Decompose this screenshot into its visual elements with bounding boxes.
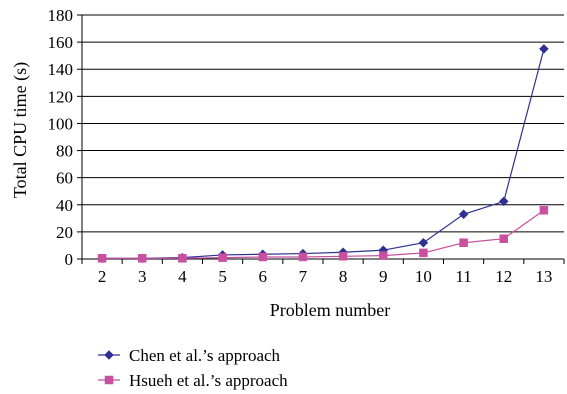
y-tick-label-1: 20 — [56, 223, 73, 242]
x-tick-label-8: 10 — [415, 267, 432, 286]
x-tick-label-6: 8 — [339, 267, 348, 286]
x-tick-label-3: 5 — [218, 267, 227, 286]
series-markers — [97, 44, 549, 264]
data-point-s1-2 — [178, 254, 187, 263]
y-tick-label-3: 60 — [56, 169, 73, 188]
y-tick-label-9: 180 — [48, 6, 74, 25]
y-tick-label-8: 160 — [48, 33, 74, 52]
legend-label-1: Hsueh et al.’s approach — [129, 371, 288, 390]
data-point-s0-9 — [458, 209, 469, 220]
x-tick-label-5: 7 — [299, 267, 308, 286]
gridlines — [82, 14, 564, 233]
data-point-s1-9 — [459, 238, 468, 247]
data-point-s1-6 — [338, 252, 348, 261]
y-tick-label-6: 120 — [48, 87, 74, 106]
x-tick-label-0: 2 — [98, 267, 107, 286]
legend-marker-1 — [104, 375, 114, 385]
legend: Chen et al.’s approach Hsueh et al.’s app… — [98, 346, 288, 390]
y-axis-title: Total CPU time (s) — [10, 62, 31, 198]
data-point-s1-1 — [138, 254, 147, 263]
data-point-s0-10 — [498, 196, 509, 207]
data-point-s1-4 — [258, 252, 267, 262]
data-point-s1-5 — [298, 252, 308, 262]
data-point-s1-7 — [379, 251, 388, 260]
y-tick-labels: 0 20 40 60 80 100 120 140 160 180 — [48, 6, 74, 269]
series-lines — [102, 48, 545, 259]
x-tick-labels: 2 3 4 5 6 7 8 9 10 11 12 13 — [98, 267, 553, 286]
y-tick-label-5: 100 — [48, 114, 74, 133]
y-tick-label-4: 80 — [56, 142, 73, 161]
x-tick-label-2: 4 — [178, 267, 187, 286]
x-axis-title: Problem number — [270, 300, 390, 320]
y-tick-label-0: 0 — [65, 250, 74, 269]
y-tick-label-2: 40 — [56, 196, 73, 215]
x-tick-label-9: 11 — [455, 267, 471, 286]
legend-label-0: Chen et al.’s approach — [129, 346, 281, 365]
data-point-s0-11 — [539, 44, 549, 54]
data-point-s1-11 — [539, 205, 549, 215]
series-line-1 — [102, 209, 545, 259]
axes — [77, 14, 565, 264]
data-point-s1-10 — [499, 234, 508, 243]
y-tick-label-7: 140 — [48, 60, 74, 79]
data-point-s1-0 — [97, 254, 107, 263]
data-point-s1-3 — [218, 253, 227, 262]
data-point-s0-8 — [418, 237, 429, 248]
x-tick-label-10: 12 — [495, 267, 512, 286]
x-tick-label-1: 3 — [138, 267, 147, 286]
x-tick-label-4: 6 — [259, 267, 268, 286]
series-line-0 — [102, 48, 545, 259]
data-point-s1-8 — [419, 248, 428, 258]
x-tick-label-11: 13 — [535, 267, 552, 286]
legend-marker-0 — [104, 350, 114, 360]
x-tick-label-7: 9 — [379, 267, 388, 286]
